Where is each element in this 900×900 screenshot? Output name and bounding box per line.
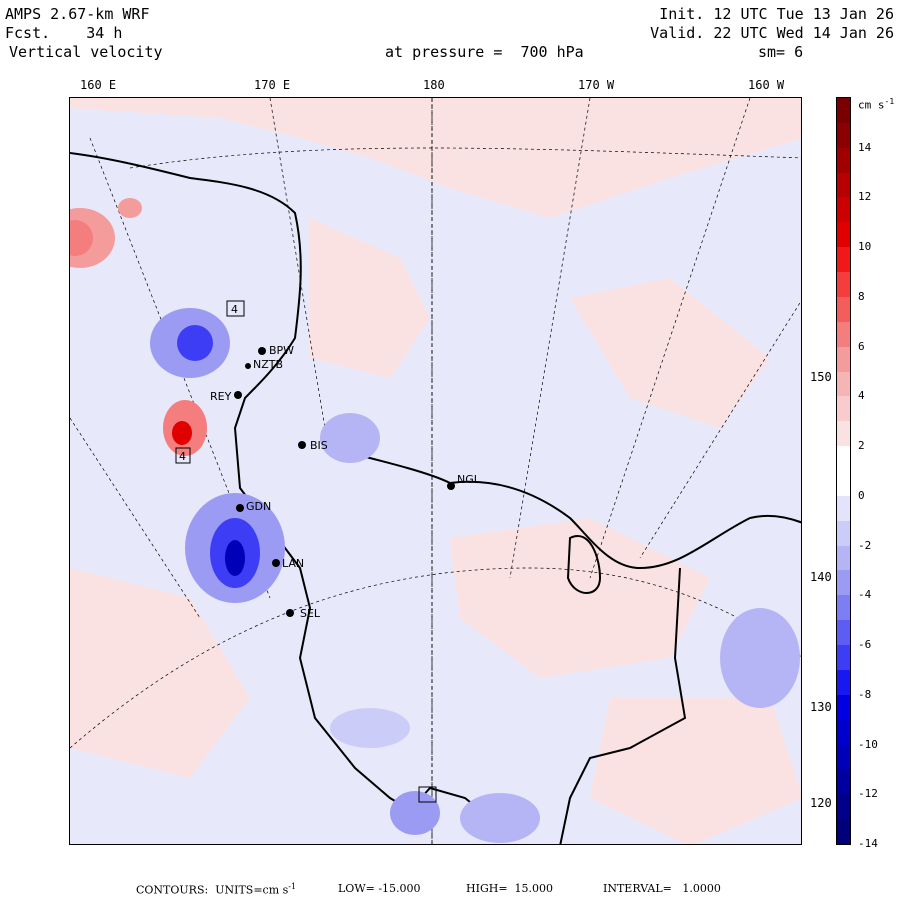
colorbar-label: 12 [858,190,872,204]
station-label-bpw: BPW [269,344,294,357]
grounding-line [559,567,687,844]
colorbar-segment [837,694,850,721]
colorbar-segment [837,421,850,447]
lon-label-170w: 170 W [578,78,615,92]
station-label-sel: SEL [300,607,321,620]
colorbar-segment [837,645,850,671]
colorbar-label: -10 [858,737,878,751]
colorbar-segment [837,396,850,422]
colorbar-label: 6 [858,339,865,353]
vertical-velocity-map: BPW NZTB REY BIS NGL GDN LAN SEL 4 4 [69,97,802,845]
model-title: AMPS 2.67-km WRF [5,5,150,23]
colorbar-segment [837,669,850,696]
colorbar-segment [837,371,850,397]
lon-label-160w: 160 W [748,78,785,92]
colorbar-segment [837,570,850,596]
colorbar-segment [837,719,850,746]
colorbar-label: 4 [858,389,865,403]
station-dot-nztb [245,363,251,369]
colorbar-label: 14 [858,140,872,154]
colorbar-segment [837,520,850,547]
contour-interval: INTERVAL= 1.0000 [603,882,721,895]
pressure-level: at pressure = 700 hPa [385,43,584,61]
strong-ascent-cells [70,198,207,456]
colorbar-unit: cm s-1 [858,97,895,112]
colorbar-label: -6 [858,638,872,652]
station-label-gdn: GDN [246,500,271,513]
field-name: Vertical velocity [9,43,163,61]
colorbar-segment [837,172,850,198]
forecast-hour: Fcst. 34 h [5,24,123,42]
station-dot-bpw [258,347,266,355]
station-dot-bis [298,441,306,449]
colorbar-label: 10 [858,240,872,254]
station-dot-lan [272,559,280,567]
station-dot-ngl [447,482,455,490]
colorbar-segment [837,247,850,273]
colorbar-segment [837,620,850,646]
colorbar-segment [837,819,850,845]
colorbar-segment [837,321,850,348]
station-dot-sel [286,609,294,617]
weak-ascent-regions [70,98,801,844]
colorbar-label: -12 [858,787,878,801]
station-dot-rey [234,391,242,399]
colorbar-segment [837,471,850,497]
station-labels: BPW NZTB REY BIS NGL GDN LAN SEL [210,344,481,620]
box-marker-label-2: 4 [179,450,186,463]
colorbar-label: -8 [858,687,872,701]
lon-label-170e: 170 E [254,78,291,92]
colorbar-segment [837,222,850,248]
colorbar-label: -4 [858,588,872,602]
colorbar-label: -2 [858,538,872,552]
colorbar-segment [837,744,850,770]
colorbar-label: 0 [858,488,865,502]
station-dot-gdn [236,504,244,512]
init-time: Init. 12 UTC Tue 13 Jan 26 [659,5,894,23]
smoothing: sm= 6 [758,43,804,61]
box-markers: 4 4 [175,300,437,803]
box-marker-label-1: 4 [231,303,238,316]
colorbar-segment [837,296,850,323]
colorbar-segment [837,272,850,298]
station-label-lan: LAN [282,557,304,570]
colorbar-segment [837,197,850,223]
contours-units: CONTOURS: UNITS=cm s-1 [136,882,297,897]
map-svg: BPW NZTB REY BIS NGL GDN LAN SEL 4 4 [70,98,801,844]
lon-label-160e: 160 E [80,78,117,92]
colorbar-segment [837,545,850,571]
contour-low: LOW= -15.000 [338,882,421,895]
colorbar-segment [837,147,850,174]
station-label-ngl: NGL [457,473,481,486]
roosevelt-island [566,535,602,594]
valid-time: Valid. 22 UTC Wed 14 Jan 26 [650,24,894,42]
colorbar-label: 8 [858,289,865,303]
colorbar-segment [837,595,850,621]
colorbar-segment [837,346,850,373]
strong-descent-cells [150,308,800,843]
station-label-nztb: NZTB [253,358,283,371]
ice-shelf-front [349,452,801,570]
colorbar-segment [837,769,850,795]
colorbar-segment [837,794,850,820]
colorbar-label: -14 [858,837,878,850]
colorbar-segment [837,446,850,472]
colorbar-segment [837,495,850,522]
colorbar-label: 2 [858,439,865,453]
colorbar-segment [837,122,850,149]
station-label-bis: BIS [310,439,328,452]
station-label-rey: REY [210,390,232,403]
colorbar-segment [837,98,850,124]
lon-label-180: 180 [423,78,445,92]
contour-high: HIGH= 15.000 [466,882,554,895]
colorbar [836,97,851,845]
station-markers [234,347,455,617]
